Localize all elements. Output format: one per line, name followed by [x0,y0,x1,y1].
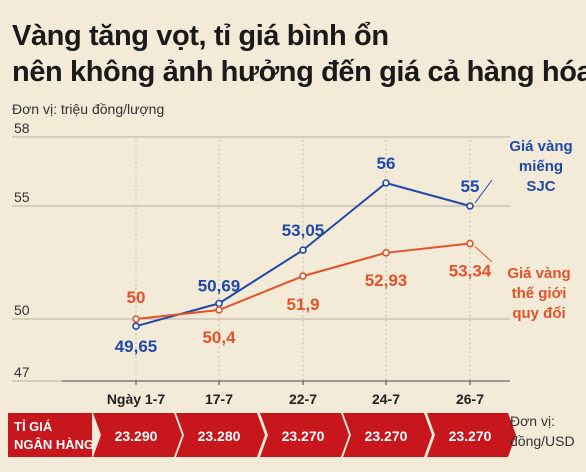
y-tick-label: 58 [14,120,30,136]
exchange-rate-value: 23.270 [449,428,492,444]
data-label-sjc: 50,69 [198,276,241,295]
data-label-world: 50,4 [202,328,236,347]
legend-world-line: Giá vàng [507,265,570,282]
data-label-sjc: 55 [461,177,480,196]
unit-label-top: Đơn vị: triệu đồng/lượng [12,101,165,117]
exchange-rate-label-line1: TỈ GIÁ [14,419,53,434]
data-label-sjc: 56 [377,154,396,173]
data-point-world [466,239,474,248]
x-tick-label: Ngày 1-7 [107,391,166,407]
legend-leader-world [474,246,493,263]
data-point-sjc [215,299,223,308]
data-point-world [382,248,390,257]
legend-sjc-line: SJC [526,178,555,195]
data-label-sjc: 53,05 [282,221,325,240]
exchange-rate-label-box [8,413,92,457]
unit-label-bottom-line2: đồng/USD [510,433,575,449]
exchange-rate-value: 23.290 [115,428,158,444]
unit-label-bottom-line1: Đơn vị: [510,413,555,429]
exchange-rate-chevron [427,413,516,457]
exchange-rate-value: 23.270 [365,428,408,444]
data-point-sjc [299,246,307,254]
data-point-world [215,306,223,314]
y-tick-label: 55 [14,189,30,205]
data-label-world: 51,9 [286,295,319,314]
x-tick-label: 22-7 [289,391,317,407]
legend-sjc-line: Giá vàng [509,138,572,155]
unit-label-bottom: Đơn vị: đồng/USD [510,411,586,451]
exchange-rate-chevron [176,413,265,457]
data-point-world [132,315,140,323]
exchange-rate-chevron [260,413,349,457]
legend-world-line: thế giới [512,285,567,302]
data-point-sjc [132,322,140,331]
exchange-rate-chevron [93,413,182,457]
legend-leader-sjc [474,179,493,204]
x-tick-label: 17-7 [205,391,233,407]
exchange-rate-value: 23.270 [282,428,325,444]
legend-world-line: quy đổi [512,305,565,322]
title-line-2: nên không ảnh hưởng đến giá cả hàng hóa [12,56,586,88]
legend-sjc-line: miếng [519,158,563,175]
data-point-world [299,272,307,280]
title-line-1: Vàng tăng vọt, tỉ giá bình ổn [12,20,389,52]
y-tick-label: 47 [14,364,30,380]
data-label-world: 52,93 [365,271,408,290]
data-point-sjc [466,202,474,210]
exchange-rate-label-line2: NGÂN HÀNG [14,437,94,452]
data-point-sjc [382,179,390,187]
y-tick-label: 50 [14,302,30,318]
data-label-world: 53,34 [449,262,492,281]
data-label-sjc: 49,65 [115,337,158,356]
exchange-rate-chevron [343,413,432,457]
exchange-rate-value: 23.280 [198,428,241,444]
x-tick-label: 26-7 [456,391,484,407]
x-tick-label: 24-7 [372,391,400,407]
data-label-world: 50 [127,288,146,307]
